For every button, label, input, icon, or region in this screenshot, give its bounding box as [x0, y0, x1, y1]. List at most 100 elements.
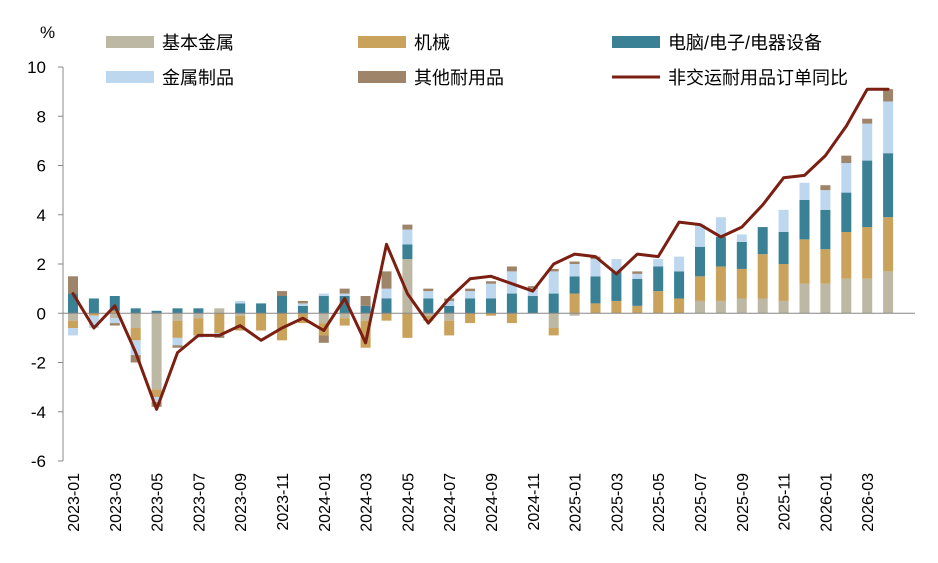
x-tick-label: 2025-01	[568, 473, 585, 532]
bar-segment	[256, 313, 267, 331]
legend-swatch	[106, 71, 154, 83]
bar-segment	[444, 320, 455, 336]
bar-segment	[109, 296, 120, 311]
bar-segment	[402, 313, 413, 338]
bar-segment	[820, 283, 831, 314]
bar-segment	[381, 298, 392, 314]
bar-segment	[339, 288, 350, 294]
legend-swatch	[612, 36, 660, 48]
bar-segment	[130, 308, 141, 314]
legend-label: 其他耐用品	[414, 68, 504, 88]
bar-segment	[423, 313, 434, 316]
bar-segment	[527, 286, 538, 289]
legend-swatch	[358, 36, 406, 48]
bar-segment	[151, 389, 162, 397]
bar-segment	[632, 271, 643, 274]
bar-segment	[862, 227, 873, 279]
x-tick-label: 2024-03	[359, 473, 376, 532]
x-tick-label: 2023-03	[108, 473, 125, 532]
bar-segment	[548, 268, 559, 272]
bar-segment	[799, 239, 810, 284]
bar-segment	[381, 271, 392, 289]
bar-segment	[68, 320, 78, 329]
bar-segment	[151, 396, 162, 402]
bar-segment	[569, 276, 580, 294]
bar-segment	[841, 155, 852, 164]
bar-segment	[778, 264, 789, 301]
bar-segment	[444, 313, 455, 321]
x-tick-label: 2024-05	[400, 473, 417, 532]
bar-segment	[339, 296, 350, 314]
bar-segment	[339, 293, 350, 297]
bar-segment	[757, 298, 768, 314]
bar-segment	[318, 335, 329, 343]
bar-segment	[674, 298, 685, 314]
y-tick-label: 0	[37, 304, 46, 323]
bar-segment	[235, 315, 246, 331]
bar-segment	[862, 278, 873, 314]
bar-segment	[883, 89, 894, 102]
bar-segment	[423, 298, 434, 314]
bar-segment	[548, 271, 559, 294]
bar-segment	[68, 328, 78, 336]
bar-segment	[715, 217, 726, 237]
bar-segment	[778, 300, 789, 314]
x-tick-label: 2024-01	[317, 473, 334, 532]
x-tick-label: 2023-09	[233, 473, 250, 532]
bar-segment	[256, 303, 267, 314]
bar-segment	[318, 313, 329, 324]
bar-segment	[695, 276, 705, 301]
bar-segment	[172, 308, 183, 314]
bar-segment	[151, 310, 162, 314]
bar-segment	[193, 313, 204, 319]
bar-segment	[883, 217, 894, 272]
bar-segment	[360, 320, 371, 348]
bar-segment	[172, 337, 183, 346]
bar-segment	[130, 328, 141, 341]
bar-segment	[590, 303, 601, 314]
y-tick-label: 2	[37, 255, 46, 274]
bar-segment	[611, 300, 622, 314]
y-tick-label: 8	[37, 107, 46, 126]
bar-segment	[423, 288, 434, 292]
bar-segment	[715, 300, 726, 314]
bar-segment	[360, 296, 371, 306]
bar-segment	[883, 271, 894, 314]
bar-segment	[736, 298, 747, 314]
x-tick-label: 2024-11	[526, 473, 543, 531]
bar-segment	[444, 305, 455, 314]
x-tick-label: 2025-05	[651, 473, 668, 532]
bar-segment	[674, 271, 685, 299]
bar-segment	[402, 229, 413, 245]
y-tick-label: 4	[37, 206, 46, 225]
line-series	[71, 87, 890, 411]
bar-segment	[841, 231, 852, 279]
bar-segment	[68, 293, 78, 314]
bar-segment	[297, 300, 308, 304]
bar-segment	[68, 276, 78, 294]
bar-segment	[172, 313, 183, 321]
bar-segment	[695, 246, 705, 277]
legend-label: 电脑/电子/电器设备	[668, 33, 822, 53]
bar-segment	[339, 318, 350, 326]
bar-segment	[88, 313, 99, 316]
bar-segment	[883, 101, 894, 154]
y-tick-label: -4	[31, 403, 46, 422]
bar-segment	[109, 323, 120, 326]
x-tick-label: 2026-01	[818, 473, 835, 532]
bar-segment	[715, 236, 726, 267]
bar-segment	[151, 401, 162, 407]
bar-segment	[841, 192, 852, 232]
bar-segment	[277, 291, 287, 297]
bar-segment	[465, 313, 476, 324]
bar-segment	[130, 313, 141, 329]
bar-segment	[757, 227, 768, 255]
bar-segment	[172, 320, 183, 338]
bar-segment	[611, 259, 622, 272]
bar-segment	[569, 264, 580, 277]
bar-segment	[88, 298, 99, 314]
bar-segment	[632, 278, 643, 306]
x-tick-label: 2025-09	[735, 473, 752, 532]
bar-segment	[674, 256, 685, 272]
series-line	[71, 87, 890, 411]
